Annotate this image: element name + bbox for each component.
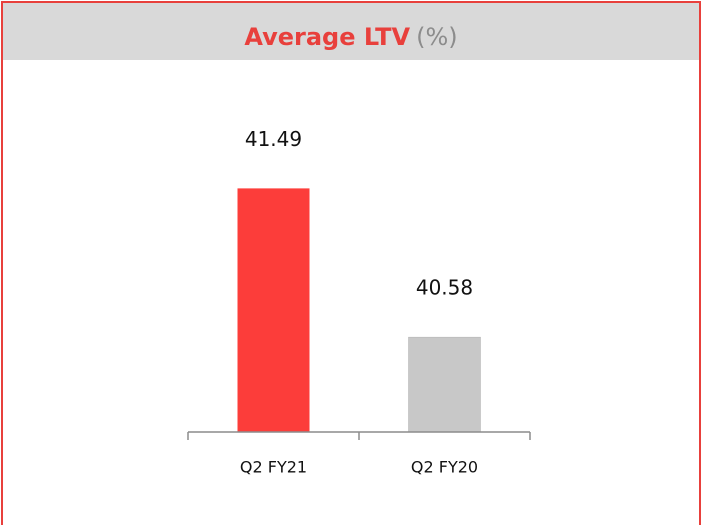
value-label: 40.58	[416, 276, 473, 300]
title-main: Average LTV	[244, 23, 410, 51]
bar	[237, 188, 310, 432]
x-tick-label: Q2 FY21	[240, 458, 307, 477]
value-label: 41.49	[245, 127, 302, 151]
bar	[408, 336, 481, 433]
chart-title: Average LTV (%)	[244, 23, 457, 51]
x-tick-label: Q2 FY20	[411, 458, 478, 477]
title-band	[2, 3, 700, 60]
title-unit: (%)	[416, 23, 458, 51]
